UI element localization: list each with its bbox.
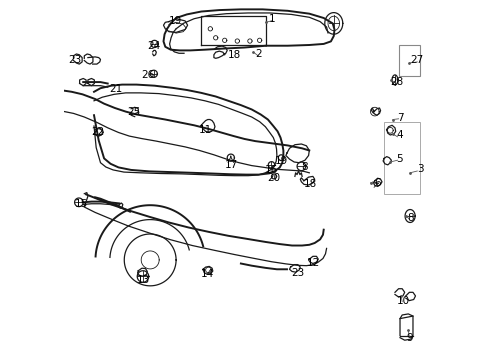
Text: 23: 23 — [290, 268, 304, 278]
Text: 12: 12 — [306, 258, 320, 268]
Text: 26: 26 — [141, 70, 154, 80]
Text: 13: 13 — [136, 275, 149, 285]
Text: 19: 19 — [274, 156, 287, 166]
Text: 10: 10 — [396, 296, 408, 306]
Text: 23: 23 — [68, 55, 82, 66]
Text: 2: 2 — [254, 49, 261, 59]
Text: 18: 18 — [227, 50, 241, 60]
Text: 6: 6 — [374, 178, 380, 188]
Text: 19: 19 — [168, 16, 182, 26]
Text: 17: 17 — [225, 159, 238, 170]
Text: 3: 3 — [416, 164, 423, 174]
Text: 9: 9 — [406, 333, 412, 343]
Text: 22: 22 — [91, 127, 104, 138]
Text: 20: 20 — [267, 173, 280, 183]
Text: 7: 7 — [396, 113, 403, 123]
Text: 15: 15 — [75, 199, 88, 210]
Text: 28: 28 — [389, 77, 402, 87]
Text: 8: 8 — [301, 162, 307, 172]
Text: 4: 4 — [395, 130, 402, 140]
Text: 1: 1 — [269, 14, 275, 24]
Text: 24: 24 — [147, 41, 160, 51]
Text: 14: 14 — [201, 269, 214, 279]
Text: 16: 16 — [264, 165, 278, 175]
Text: 18: 18 — [303, 179, 316, 189]
Text: 21: 21 — [109, 84, 122, 94]
Text: 27: 27 — [410, 55, 423, 66]
Text: 8: 8 — [407, 213, 413, 223]
Text: 25: 25 — [127, 107, 140, 117]
Text: 11: 11 — [199, 125, 212, 135]
Text: 5: 5 — [395, 154, 402, 164]
